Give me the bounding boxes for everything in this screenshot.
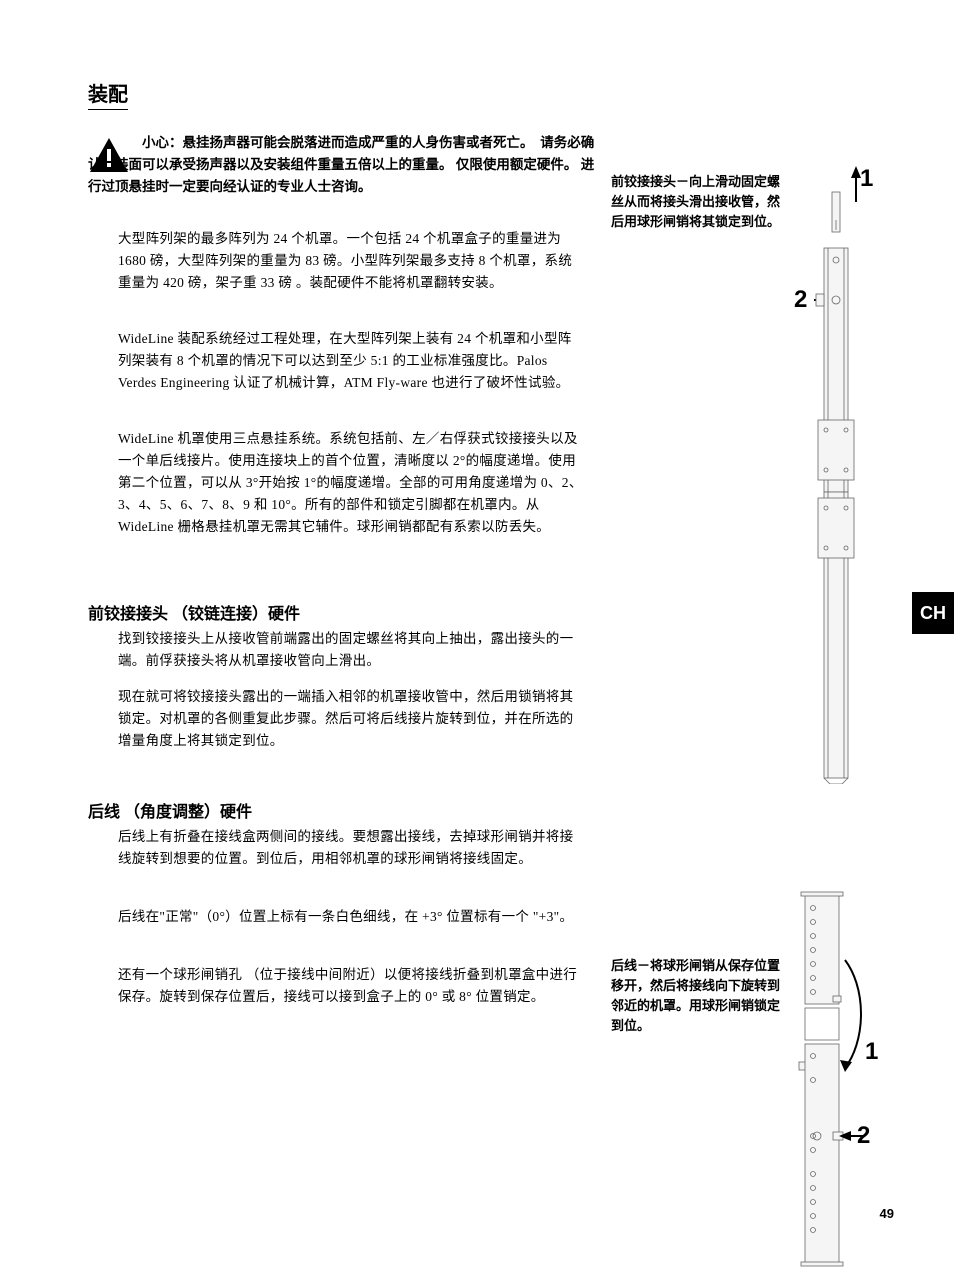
warning-block: 小心：悬挂扬声器可能会脱落进而造成严重的人身伤害或者死亡。 请务必确认安装面可以… bbox=[88, 132, 598, 198]
warning-text: 小心：悬挂扬声器可能会脱落进而造成严重的人身伤害或者死亡。 请务必确认安装面可以… bbox=[88, 132, 598, 198]
caption-fig1: 前铰接接头－向上滑动固定螺丝从而将接头滑出接收管，然后用球形闸销将其锁定到位。 bbox=[611, 172, 791, 232]
para-5: 现在就可将铰接接头露出的一端插入相邻的机罩接收管中，然后用锁销将其锁定。对机罩的… bbox=[118, 686, 584, 752]
fig2-label-2: 2 bbox=[857, 1122, 870, 1150]
para-1: 大型阵列架的最多阵列为 24 个机罩。一个包括 24 个机罩盒子的重量进为 16… bbox=[118, 228, 584, 294]
heading-front-hinge: 前铰接接头 （铰链连接）硬件 bbox=[88, 600, 300, 624]
warning-icon bbox=[88, 136, 130, 174]
para-6: 后线上有折叠在接线盒两侧间的接线。要想露出接线，去掉球形闸销并将接线旋转到想要的… bbox=[118, 826, 584, 870]
caption-fig2: 后线－将球形闸销从保存位置移开，然后将接线向下旋转到邻近的机罩。用球形闸销锁定到… bbox=[611, 956, 791, 1036]
fig1-label-1: 1 bbox=[860, 165, 873, 193]
para-8: 还有一个球形闸销孔 （位于接线中间附近）以便将接线折叠到机罩盒中进行保存。旋转到… bbox=[118, 964, 584, 1008]
para-2: WideLine 装配系统经过工程处理，在大型阵列架上装有 24 个机罩和小型阵… bbox=[118, 328, 584, 394]
heading-rear-line: 后线 （角度调整）硬件 bbox=[88, 798, 252, 822]
page-title: 装配 bbox=[88, 78, 128, 110]
figure-rear-line: 1 2 bbox=[797, 888, 872, 1270]
fig1-label-2: 2 bbox=[794, 286, 807, 314]
fig2-label-1: 1 bbox=[865, 1038, 878, 1066]
para-7: 后线在"正常"（0°）位置上标有一条白色细线，在 +3° 位置标有一个 "+3"… bbox=[118, 906, 584, 928]
para-4: 找到铰接接头上从接收管前端露出的固定螺丝将其向上抽出，露出接头的一端。前俘获接头… bbox=[118, 628, 584, 672]
language-tab: CH bbox=[912, 592, 954, 634]
figure-front-hinge: 1 2 bbox=[804, 162, 872, 784]
page-number: 49 bbox=[880, 1206, 894, 1221]
para-3: WideLine 机罩使用三点悬挂系统。系统包括前、左／右俘获式铰接接头以及一个… bbox=[118, 428, 584, 538]
